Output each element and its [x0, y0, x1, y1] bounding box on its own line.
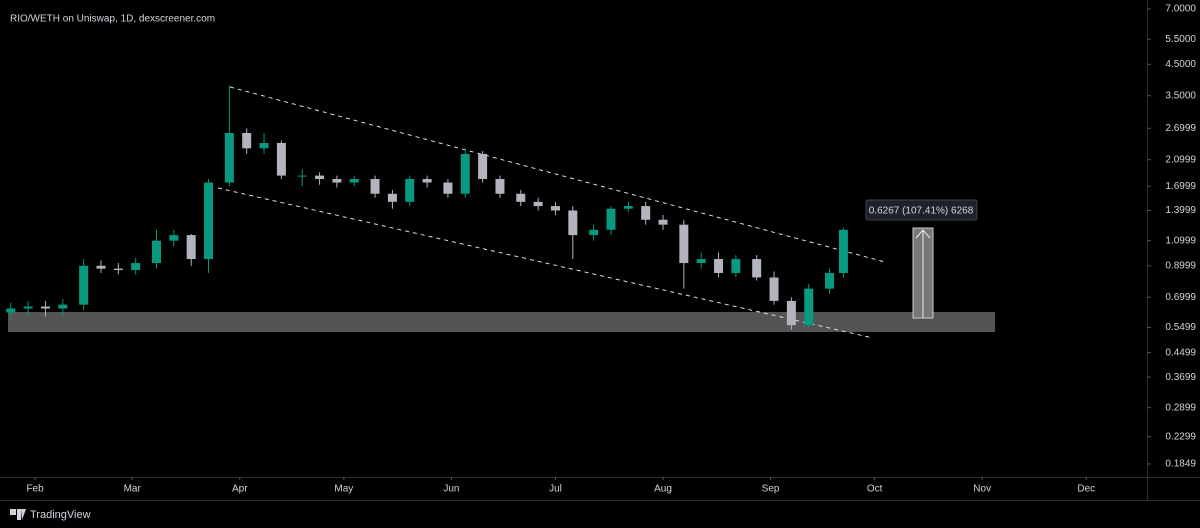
y-tick-label: 1.3999: [1165, 205, 1196, 216]
candle-body: [58, 304, 68, 309]
y-tick-label: 2.6999: [1165, 123, 1196, 134]
support-zone: [8, 312, 995, 332]
candle-body: [641, 206, 651, 220]
candle-body: [276, 142, 286, 176]
candle-body: [315, 175, 325, 180]
candle-body: [478, 153, 488, 180]
candle-body: [151, 240, 161, 264]
plot: 7.0000 5.5000 4.5000 3.5000 2.6999 2.0999 1.69…: [6, 4, 1196, 495]
candle-body: [658, 219, 668, 225]
candle-body: [113, 268, 123, 271]
y-tick-label: 0.4499: [1165, 347, 1196, 358]
tradingview-logo: [10, 509, 26, 520]
candle-body: [679, 224, 689, 264]
x-tick-label: Nov: [973, 484, 991, 495]
upper-trendline: [229, 86, 886, 263]
candle-body: [169, 235, 179, 241]
x-tick-label: Jul: [549, 484, 562, 495]
candle-body: [186, 235, 196, 260]
chart-title: RIO/WETH on Uniswap, 1D, dexscreener.com: [10, 14, 215, 25]
candle-body: [6, 308, 16, 313]
candle-body: [40, 306, 50, 309]
candle-body: [23, 306, 33, 309]
candle-body: [495, 179, 505, 194]
x-tick-label: Feb: [26, 484, 44, 495]
y-tick-label: 0.2899: [1165, 402, 1196, 413]
candle-body: [405, 179, 415, 202]
x-tick-label: Mar: [124, 484, 142, 495]
x-tick-label: May: [334, 484, 353, 495]
measure-arrow: [915, 229, 931, 318]
candle-body: [714, 259, 724, 273]
candle-body: [825, 272, 835, 289]
x-tick-label: Jun: [443, 484, 459, 495]
y-tick-label: 3.5000: [1165, 90, 1196, 101]
candle-body: [79, 265, 89, 305]
x-tick-label: Aug: [654, 484, 672, 495]
y-tick-label: 0.5499: [1165, 322, 1196, 333]
y-tick-label: 0.6999: [1165, 292, 1196, 303]
candle-body: [838, 229, 848, 273]
candle-body: [349, 179, 359, 183]
candle-body: [387, 193, 397, 202]
candle-body: [131, 263, 141, 271]
y-tick-label: 0.8999: [1165, 260, 1196, 271]
x-tick-label: Dec: [1077, 484, 1095, 495]
candle-body: [533, 201, 543, 207]
candle-body: [516, 193, 526, 202]
candle-body: [804, 288, 814, 326]
y-tick-label: 2.0999: [1165, 154, 1196, 165]
y-tick-label: 4.5000: [1165, 59, 1196, 70]
y-tick-label: 5.5000: [1165, 34, 1196, 45]
candle-body: [422, 179, 432, 183]
candle-body: [460, 153, 470, 194]
y-tick-label: 0.3699: [1165, 372, 1196, 383]
candle-body: [224, 132, 234, 183]
candle-body: [769, 277, 779, 301]
candle-body: [242, 132, 252, 149]
x-tick-label: Oct: [867, 484, 883, 495]
candle-body: [259, 142, 269, 149]
y-tick-label: 7.0000: [1165, 4, 1196, 15]
candle-body: [443, 182, 453, 194]
candle-body: [623, 206, 633, 209]
y-tick-label: 0.2299: [1165, 431, 1196, 442]
candle-body: [550, 206, 560, 211]
y-tick-label: 0.1849: [1165, 459, 1196, 470]
candle-body: [332, 179, 342, 183]
candle-body: [786, 300, 796, 326]
candle-body: [752, 259, 762, 278]
candle-body: [606, 208, 616, 230]
candle-body: [731, 259, 741, 273]
footer-brand: TradingView: [30, 509, 91, 521]
measure-label-box: [865, 199, 978, 221]
candle-body: [568, 210, 578, 236]
candle-body: [96, 265, 106, 269]
candle-body: [696, 259, 706, 264]
x-tick-label: Apr: [232, 484, 248, 495]
candle-body: [297, 175, 307, 177]
measure-label: 0.6267 (107.41%) 6268: [869, 206, 974, 217]
x-tick-label: Sep: [762, 484, 780, 495]
y-tick-label: 1.6999: [1165, 181, 1196, 192]
y-tick-label: 1.0999: [1165, 235, 1196, 246]
candle-body: [204, 182, 214, 260]
candle-body: [370, 179, 380, 194]
candle-body: [589, 229, 599, 236]
